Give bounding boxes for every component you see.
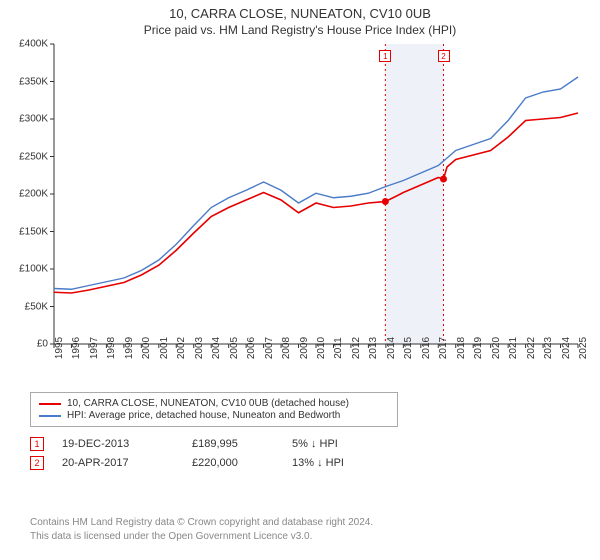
title-sub: Price paid vs. HM Land Registry's House … (0, 23, 600, 37)
x-tick-label: 2003 (194, 337, 205, 359)
x-tick-label: 2021 (508, 337, 519, 359)
plot-svg (54, 44, 578, 344)
x-tick-label: 2011 (333, 337, 344, 359)
y-tick-label: £200K (19, 189, 48, 200)
x-tick-label: 2012 (351, 337, 362, 359)
sale-price: £189,995 (192, 438, 292, 450)
x-tick-label: 1996 (71, 337, 82, 359)
chart: £0£50K£100K£150K£200K£250K£300K£350K£400… (14, 44, 584, 384)
x-tick-label: 1999 (124, 337, 135, 359)
x-tick-label: 2025 (578, 337, 589, 359)
y-axis: £0£50K£100K£150K£200K£250K£300K£350K£400… (14, 44, 52, 344)
y-tick-label: £400K (19, 39, 48, 50)
sale-delta: 13% ↓ HPI (292, 457, 412, 469)
x-tick-label: 2002 (176, 337, 187, 359)
y-tick-label: £100K (19, 264, 48, 275)
x-tick-label: 2020 (491, 337, 502, 359)
x-tick-label: 2024 (561, 337, 572, 359)
sale-marker-icon: 2 (30, 456, 44, 470)
legend-label: HPI: Average price, detached house, Nune… (67, 410, 340, 421)
plot-sale-marker: 1 (379, 50, 391, 62)
x-tick-label: 2001 (159, 337, 170, 359)
footer-line: This data is licensed under the Open Gov… (30, 530, 373, 544)
x-tick-label: 2000 (141, 337, 152, 359)
sale-price: £220,000 (192, 457, 292, 469)
title-block: 10, CARRA CLOSE, NUNEATON, CV10 0UB Pric… (0, 0, 600, 37)
legend-label: 10, CARRA CLOSE, NUNEATON, CV10 0UB (det… (67, 398, 349, 409)
y-tick-label: £250K (19, 151, 48, 162)
x-tick-label: 1997 (89, 337, 100, 359)
sale-row: 2 20-APR-2017 £220,000 13% ↓ HPI (30, 456, 570, 470)
x-tick-label: 2016 (421, 337, 432, 359)
x-tick-label: 2017 (438, 337, 449, 359)
sale-date: 19-DEC-2013 (62, 438, 192, 450)
x-tick-label: 2007 (264, 337, 275, 359)
x-tick-label: 1995 (54, 337, 65, 359)
y-tick-label: £150K (19, 226, 48, 237)
x-tick-label: 2015 (403, 337, 414, 359)
sales-table: 1 19-DEC-2013 £189,995 5% ↓ HPI 2 20-APR… (30, 432, 570, 475)
x-tick-label: 2008 (281, 337, 292, 359)
x-tick-label: 2019 (473, 337, 484, 359)
title-main: 10, CARRA CLOSE, NUNEATON, CV10 0UB (0, 6, 600, 21)
legend: 10, CARRA CLOSE, NUNEATON, CV10 0UB (det… (30, 392, 398, 427)
y-tick-label: £0 (37, 339, 48, 350)
x-tick-label: 2009 (299, 337, 310, 359)
sale-date: 20-APR-2017 (62, 457, 192, 469)
x-tick-label: 2005 (229, 337, 240, 359)
legend-row: 10, CARRA CLOSE, NUNEATON, CV10 0UB (det… (39, 398, 389, 409)
y-tick-label: £350K (19, 76, 48, 87)
x-tick-label: 2014 (386, 337, 397, 359)
sale-marker-icon: 1 (30, 437, 44, 451)
legend-swatch-property (39, 403, 61, 405)
chart-container: 10, CARRA CLOSE, NUNEATON, CV10 0UB Pric… (0, 0, 600, 560)
x-tick-label: 2022 (526, 337, 537, 359)
sale-row: 1 19-DEC-2013 £189,995 5% ↓ HPI (30, 437, 570, 451)
legend-row: HPI: Average price, detached house, Nune… (39, 410, 389, 421)
x-tick-label: 1998 (106, 337, 117, 359)
plot-area: 12 (54, 44, 578, 344)
x-tick-label: 2006 (246, 337, 257, 359)
x-tick-label: 2018 (456, 337, 467, 359)
sale-delta: 5% ↓ HPI (292, 438, 412, 450)
plot-sale-marker: 2 (438, 50, 450, 62)
x-axis: 1995199619971998199920002001200220032004… (54, 346, 578, 386)
x-tick-label: 2010 (316, 337, 327, 359)
y-tick-label: £300K (19, 114, 48, 125)
footer: Contains HM Land Registry data © Crown c… (30, 516, 373, 543)
footer-line: Contains HM Land Registry data © Crown c… (30, 516, 373, 530)
y-tick-label: £50K (25, 301, 48, 312)
x-tick-label: 2023 (543, 337, 554, 359)
legend-swatch-hpi (39, 415, 61, 417)
x-tick-label: 2013 (368, 337, 379, 359)
x-tick-label: 2004 (211, 337, 222, 359)
